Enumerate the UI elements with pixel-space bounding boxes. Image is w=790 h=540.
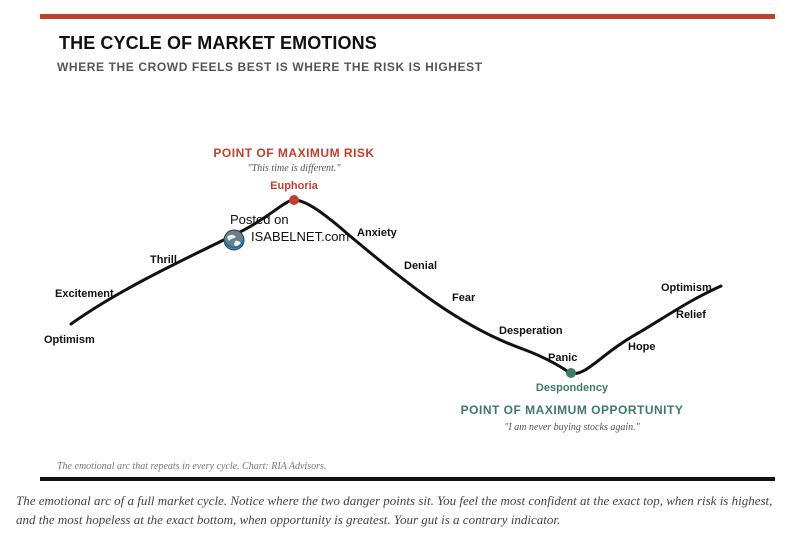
stage-hope: Hope [628, 341, 656, 353]
figure-card: THE CYCLE OF MARKET EMOTIONS WHERE THE C… [40, 14, 775, 481]
euphoria-peak-marker [289, 195, 299, 205]
stage-optimism-start: Optimism [44, 334, 95, 346]
stage-relief: Relief [676, 309, 706, 321]
stage-euphoria: Euphoria [270, 180, 319, 192]
stage-desperation: Desperation [499, 325, 563, 337]
figure-caption: The emotional arc of a full market cycle… [16, 493, 773, 527]
max-risk-label: POINT OF MAXIMUM RISK [213, 146, 374, 160]
max-opportunity-quote: "I am never buying stocks again." [504, 422, 640, 433]
max-opportunity-label: POINT OF MAXIMUM OPPORTUNITY [461, 403, 684, 417]
top-accent-rule [40, 14, 775, 19]
stage-denial: Denial [404, 260, 437, 272]
bottom-rule [40, 477, 775, 481]
stage-excitement: Excitement [55, 288, 114, 300]
max-risk-quote: "This time is different." [247, 163, 341, 174]
stage-panic: Panic [548, 352, 577, 364]
emotion-cycle-diagram: POINT OF MAXIMUM RISK "This time is diff… [44, 146, 723, 433]
stage-fear: Fear [452, 292, 476, 304]
stage-thrill: Thrill [150, 254, 177, 266]
stage-optimism-end: Optimism [661, 282, 712, 294]
source-note: The emotional arc that repeats in every … [57, 461, 327, 472]
figure-title: THE CYCLE OF MARKET EMOTIONS [59, 33, 377, 53]
despondency-trough-marker [566, 368, 576, 378]
stage-anxiety: Anxiety [357, 227, 398, 239]
figure-subtitle: WHERE THE CROWD FEELS BEST IS WHERE THE … [57, 60, 483, 74]
stage-despondency: Despondency [536, 382, 609, 394]
